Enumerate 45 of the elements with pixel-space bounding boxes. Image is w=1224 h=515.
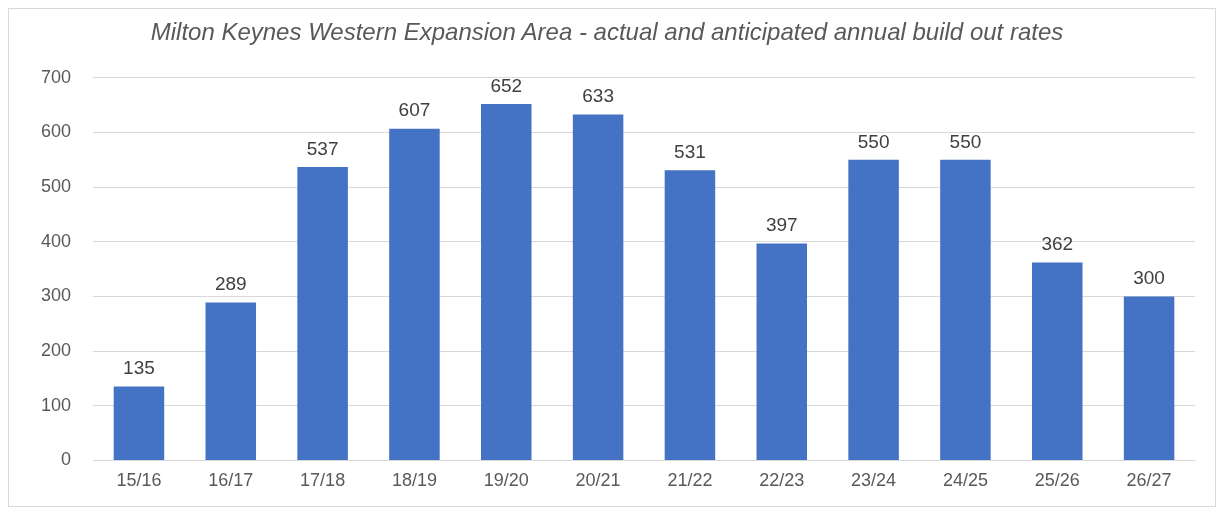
- data-label: 300: [1133, 267, 1165, 289]
- x-tick-label: 20/21: [575, 470, 621, 491]
- x-tick-label: 26/27: [1126, 470, 1172, 491]
- y-tick-label: 200: [40, 340, 72, 361]
- data-label: 537: [306, 137, 339, 159]
- y-tick-label: 600: [40, 121, 72, 142]
- x-tick-label: 21/22: [667, 470, 713, 491]
- data-label: 607: [398, 99, 431, 121]
- data-label: 550: [857, 130, 890, 152]
- bar: [848, 159, 899, 460]
- x-tick-label: 15/16: [116, 470, 162, 491]
- bar: [205, 302, 257, 460]
- bar: [389, 128, 440, 460]
- bar: [1032, 262, 1083, 460]
- x-tick-label: 17/18: [300, 470, 346, 491]
- x-tick-label: 25/26: [1034, 470, 1080, 491]
- y-tick-label: 500: [40, 176, 72, 197]
- bar: [1123, 296, 1175, 460]
- data-label: 135: [123, 357, 155, 379]
- y-tick-label: 700: [40, 66, 72, 87]
- bar: [756, 243, 808, 460]
- bar: [481, 104, 532, 460]
- bar: [572, 114, 624, 460]
- x-tick-label: 23/24: [851, 470, 897, 491]
- data-label: 397: [765, 214, 798, 236]
- data-label: 652: [490, 74, 523, 96]
- y-tick-label: 400: [40, 230, 72, 251]
- y-tick-label: 100: [40, 394, 72, 415]
- x-tick-label: 18/19: [391, 470, 437, 491]
- y-tick-label: 300: [40, 285, 72, 306]
- x-tick-label: 22/23: [759, 470, 805, 491]
- data-label: 633: [582, 85, 614, 107]
- data-label: 531: [674, 140, 706, 162]
- x-tick-label: 19/20: [483, 470, 529, 491]
- data-label: 289: [214, 273, 247, 295]
- bar: [297, 166, 348, 460]
- bar: [940, 159, 991, 460]
- chart-title: Milton Keynes Western Expansion Area - actual and anticipated annual build out rates: [150, 18, 1064, 46]
- data-label: 550: [949, 130, 982, 152]
- x-tick-label: 16/17: [208, 470, 254, 491]
- data-label: 362: [1041, 233, 1074, 255]
- y-tick-label: 0: [61, 449, 72, 470]
- x-tick-label: 24/25: [942, 470, 988, 491]
- bar: [113, 386, 165, 460]
- bar: [664, 170, 716, 460]
